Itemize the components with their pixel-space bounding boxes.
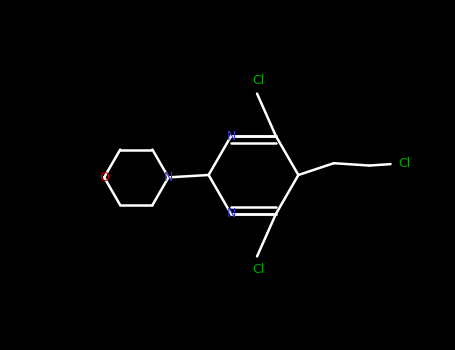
Text: Cl: Cl [252,74,264,87]
Text: Cl: Cl [399,157,411,170]
Text: O: O [99,171,109,184]
Text: N: N [164,171,173,184]
Text: N: N [226,130,236,143]
Text: N: N [226,207,236,220]
Text: Cl: Cl [252,263,264,276]
